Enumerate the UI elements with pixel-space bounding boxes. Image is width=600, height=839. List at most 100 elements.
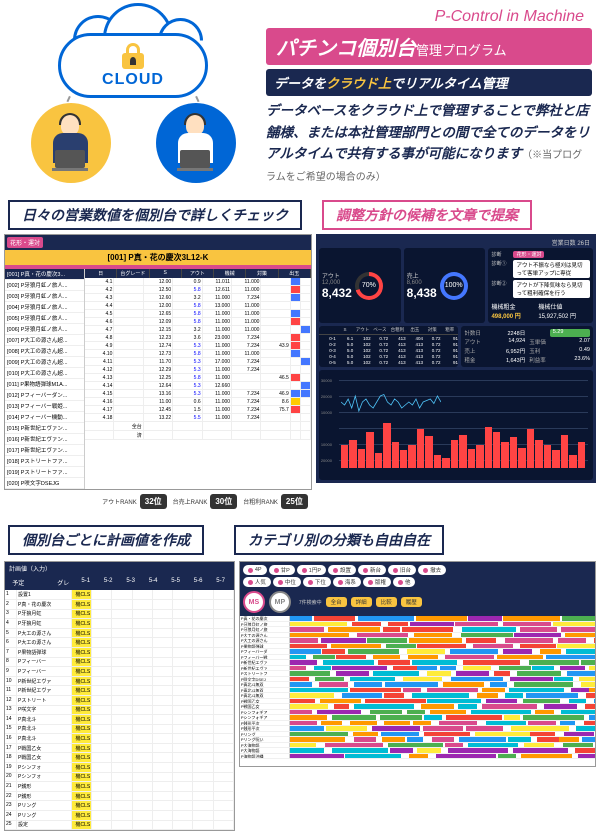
daily-data-screenshot: 花形・運対 [001] P真・花の慶次3L12-K [001] P真・花の慶次3… xyxy=(4,234,312,490)
plan-row[interactable]: 2P真・花の慶次機CLS xyxy=(5,600,234,610)
table-row[interactable]: 4.1813.225.511.0007.234 xyxy=(85,414,311,422)
filter-button[interactable]: 中位 xyxy=(273,577,301,587)
table-row[interactable]: 4.412.005.813.00011.000 xyxy=(85,302,311,310)
machine-list-item[interactable]: [003] P牙狼月虹ノ旅人... xyxy=(5,291,84,302)
plan-row[interactable]: 13P咲文字機CLS xyxy=(5,706,234,716)
machine-list-item[interactable]: [007] P大工の源さん超... xyxy=(5,335,84,346)
filter-button[interactable]: 他 xyxy=(393,577,416,587)
table-row[interactable]: 4.1312.255.811.00046.5 xyxy=(85,374,311,382)
filter-button[interactable]: 設置 xyxy=(328,565,356,575)
table-row[interactable]: 4.612.095.811.00011.000 xyxy=(85,318,311,326)
tab-button[interactable]: 全台 xyxy=(326,597,347,607)
dashboard-stats: 計数日2248日5.29アウト14,924玉単価2.07売上6,952円玉利0.… xyxy=(461,326,593,367)
plan-row[interactable]: 23Pリング機CLS xyxy=(5,801,234,811)
filter-button[interactable]: 人気 xyxy=(243,577,271,587)
machine-list-item[interactable]: [015] P新世紀エヴァン... xyxy=(5,423,84,434)
machine-list-item[interactable]: [011] P果物語弾球M1A... xyxy=(5,379,84,390)
table-row[interactable]: 4.1212.295.311.0007.234 xyxy=(85,366,311,374)
dashboard-screenshot: 営業日数 26日 アウト 12,000 8,432 70% 売上 8,600 8… xyxy=(316,234,596,483)
filter-button[interactable]: 下位 xyxy=(303,577,331,587)
machine-list-item[interactable]: [004] P牙狼月虹ノ旅人... xyxy=(5,302,84,313)
gauge-sales: 100% xyxy=(440,272,468,300)
plan-row[interactable]: 3P牙狼月虹機CLS xyxy=(5,610,234,620)
subtitle-english: P-Control in Machine xyxy=(266,8,592,26)
plan-row[interactable]: 15P真北斗機CLS xyxy=(5,725,234,735)
table-row[interactable]: 4.1611.000.611.0007.2348.6 xyxy=(85,398,311,406)
machine-list-item[interactable]: [005] P牙狼月虹ノ旅人... xyxy=(5,313,84,324)
tab-button[interactable]: 詳細 xyxy=(351,597,372,607)
table-row[interactable]: 4.112.000.911.01111.000 xyxy=(85,278,311,286)
table-row[interactable]: 4.312.603.211.0007.234 xyxy=(85,294,311,302)
person-store-icon xyxy=(156,103,236,183)
lock-icon xyxy=(122,43,144,69)
gantt-row[interactable]: P海物語沖縄 xyxy=(240,754,595,760)
filter-button[interactable]: 4P xyxy=(243,565,267,575)
plan-row[interactable]: 17P戦国乙女機CLS xyxy=(5,744,234,754)
plan-row[interactable]: 5P大工の源さん機CLS xyxy=(5,629,234,639)
gauge-out: 70% xyxy=(355,272,383,300)
plan-row[interactable]: 24Pリング機CLS xyxy=(5,811,234,821)
table-row[interactable]: 全台 xyxy=(85,422,311,431)
plan-row[interactable]: 10P新世紀エヴァ機CLS xyxy=(5,677,234,687)
machine-list-item[interactable]: [001] P真・花の慶次3... xyxy=(5,269,84,280)
plan-row[interactable]: 4P牙狼月虹機CLS xyxy=(5,619,234,629)
dashboard-chart: 3000020000100001000020000 xyxy=(319,370,593,480)
table-row[interactable]: 4.1513.165.311.0007.23446.9 xyxy=(85,390,311,398)
table-row[interactable]: 4.212.505.812.61111.000 xyxy=(85,286,311,294)
filter-button[interactable]: 海系 xyxy=(333,577,361,587)
machine-list-item[interactable]: [014] Pフィーバー機動... xyxy=(5,412,84,423)
table-row[interactable]: 4.712.153.211.00011.000 xyxy=(85,326,311,334)
machine-list-item[interactable]: [017] P新世紀エヴァン... xyxy=(5,445,84,456)
filter-button[interactable]: 版権 xyxy=(363,577,391,587)
tab-button[interactable]: 履歴 xyxy=(401,597,422,607)
plan-row[interactable]: 25設定機CLS xyxy=(5,821,234,831)
plan-row[interactable]: 6P大工の源さん機CLS xyxy=(5,638,234,648)
machine-list[interactable]: [001] P真・花の慶次3...[002] P牙狼月虹ノ旅人...[003] … xyxy=(5,269,85,489)
machine-list-item[interactable]: [012] Pフィーバーダン... xyxy=(5,390,84,401)
plan-row[interactable]: 11P新世紀エヴァ機CLS xyxy=(5,686,234,696)
mode-circle-button[interactable]: MP xyxy=(269,591,291,613)
table-row[interactable]: 4.512.655.811.00011.000 xyxy=(85,310,311,318)
plan-row[interactable]: 1設置1機CLS xyxy=(5,590,234,600)
plan-row[interactable]: 14P真北斗機CLS xyxy=(5,715,234,725)
mode-circle-button[interactable]: MS xyxy=(243,591,265,613)
plan-row[interactable]: 9Pフィーバー機CLS xyxy=(5,667,234,677)
table-row[interactable]: 済 xyxy=(85,431,311,440)
table-row[interactable]: 4.1412.645.312.660 xyxy=(85,382,311,390)
machine-list-item[interactable]: [013] Pフィーバー戦姫... xyxy=(5,401,84,412)
plan-row[interactable]: 7P果物語弾球機CLS xyxy=(5,648,234,658)
filter-button[interactable]: 撤去 xyxy=(418,565,446,575)
stat-sales: 売上 8,600 8,438 100% xyxy=(404,248,486,323)
daily-data-table: 日台グレードSアウト機械対策出玉 4.112.000.911.01111.000… xyxy=(85,269,311,489)
plan-row[interactable]: 16P真北斗機CLS xyxy=(5,734,234,744)
plan-row[interactable]: 12Pストリート機CLS xyxy=(5,696,234,706)
machine-list-item[interactable]: [016] P新世紀エヴァン... xyxy=(5,434,84,445)
machine-list-item[interactable]: [020] P咲文字DSEJG xyxy=(5,478,84,489)
plan-row[interactable]: 21P銭形機CLS xyxy=(5,782,234,792)
machine-list-item[interactable]: [018] Pストリートファ... xyxy=(5,456,84,467)
table-row[interactable]: 4.812.233.623.0007.234 xyxy=(85,334,311,342)
plan-row[interactable]: 20Pシンフォ機CLS xyxy=(5,773,234,783)
tab-button[interactable]: 比較 xyxy=(376,597,397,607)
table-row[interactable]: 4.1012.735.811.00011.000 xyxy=(85,350,311,358)
category-gantt: P真・花の慶次P牙狼月虹ノ旅P牙狼月虹ノ旅P大工の源さんP大工の源さんP果物語弾… xyxy=(240,616,595,766)
machine-list-item[interactable]: [002] P牙狼月虹ノ旅人... xyxy=(5,280,84,291)
plan-row[interactable]: 19Pシンフォ機CLS xyxy=(5,763,234,773)
table-row[interactable]: 4.912.745.311.0007.23443.9 xyxy=(85,342,311,350)
machine-list-item[interactable]: [019] Pストリートファ... xyxy=(5,467,84,478)
plan-row[interactable]: 22P銭形機CLS xyxy=(5,792,234,802)
filter-button[interactable]: 甘P xyxy=(269,565,295,575)
filter-button[interactable]: 1円P xyxy=(297,565,326,575)
machine-list-item[interactable]: [008] P大工の源さん超... xyxy=(5,346,84,357)
table-row[interactable]: 4.1111.705.317.0007.234 xyxy=(85,358,311,366)
plan-row[interactable]: 18P戦国乙女機CLS xyxy=(5,753,234,763)
plan-row[interactable]: 8Pフィーバー機CLS xyxy=(5,658,234,668)
machine-list-item[interactable]: [006] P牙狼月虹ノ旅人... xyxy=(5,324,84,335)
machine-list-item[interactable]: [010] P大工の源さん超... xyxy=(5,368,84,379)
section-label-daily: 日々の営業数値を個別台で詳しくチェック xyxy=(8,200,302,230)
filter-button[interactable]: 新台 xyxy=(358,565,386,575)
machine-list-item[interactable]: [009] P大工の源さん超... xyxy=(5,357,84,368)
tagline: データをクラウド上でリアルタイム管理 xyxy=(266,69,592,96)
table-row[interactable]: 4.1712.451.511.0007.23475.7 xyxy=(85,406,311,414)
filter-button[interactable]: 旧台 xyxy=(388,565,416,575)
